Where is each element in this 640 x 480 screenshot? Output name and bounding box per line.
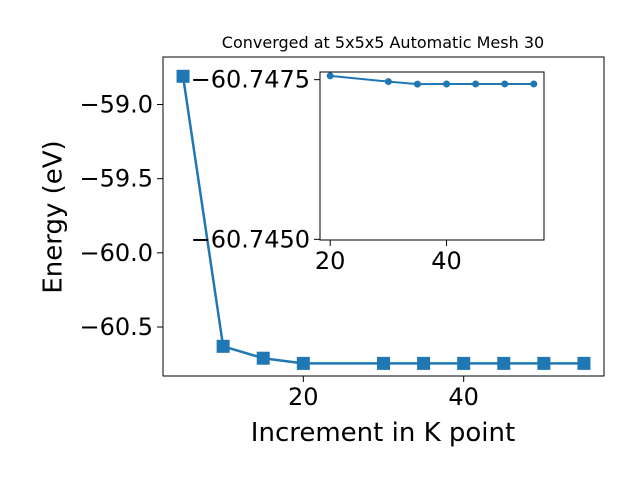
main-y-tick-label: −59.5: [79, 165, 153, 193]
inset-data-point: [530, 80, 538, 88]
chart-title: Converged at 5x5x5 Automatic Mesh 30: [222, 33, 544, 52]
inset-data-point: [326, 72, 334, 80]
main-data-point: [296, 356, 310, 370]
inset-x-tick-label: 40: [431, 247, 462, 275]
main-data-point: [577, 356, 591, 370]
main-series-line: [181, 76, 584, 365]
x-axis-label: Increment in K point: [251, 418, 515, 448]
main-x-tick-label: 40: [448, 383, 479, 411]
inset-x-tick-label: 20: [315, 247, 346, 275]
main-plot-frame: [162, 56, 605, 377]
main-y-ticks: −59.0 −59.5 −60.0 −60.5: [79, 90, 163, 341]
main-data-point: [216, 339, 230, 353]
main-axes: 20 40 −59.0−59.5−60.0−60.5: [79, 56, 605, 411]
main-y-tick-label: −60.0: [79, 239, 153, 267]
main-data-point: [417, 356, 431, 370]
main-data-point: [256, 351, 270, 365]
inset-series: [326, 72, 538, 88]
main-data-point: [497, 356, 511, 370]
inset-background: [320, 72, 544, 240]
main-x-tick-label: 20: [288, 383, 319, 411]
main-data-point: [537, 356, 551, 370]
inset-data-point: [384, 78, 392, 86]
main-series: [176, 69, 591, 370]
inset-data-point: [443, 80, 451, 88]
main-data-point: [176, 69, 190, 83]
inset-x-ticks: 20 40: [315, 240, 462, 275]
inset-data-point: [413, 80, 421, 88]
main-data-point: [377, 356, 390, 370]
main-x-ticks: 20 40: [288, 376, 479, 411]
main-data-point: [457, 356, 471, 370]
inset-y-tick-label: −60.7475: [191, 66, 310, 94]
main-y-tick-label: −60.5: [79, 313, 153, 341]
inset-y-tick-label: −60.7450: [191, 225, 310, 253]
inset-data-point: [501, 80, 509, 88]
inset-y-ticks: −60.7475 −60.7450: [191, 66, 320, 253]
main-y-tick-label: −59.0: [79, 90, 153, 118]
inset-axes: 20 40 −60.7475−60.7450: [191, 66, 545, 275]
y-axis-label: Energy (eV): [39, 140, 69, 293]
inset-plot-frame: [319, 71, 545, 241]
inset-data-point: [472, 80, 480, 88]
